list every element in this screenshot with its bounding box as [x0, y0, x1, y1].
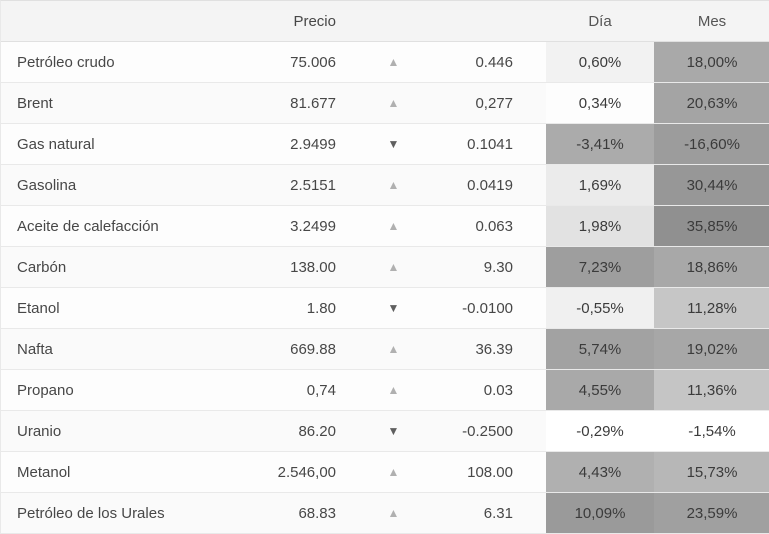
- commodity-name: Brent: [17, 94, 53, 112]
- up-arrow-icon: ▲: [387, 342, 400, 356]
- price-value: 669.88: [290, 340, 336, 358]
- change-value: 0.0419: [467, 176, 513, 194]
- month-change-cell: 11,28%: [654, 288, 769, 328]
- change-value: 0.1041: [467, 135, 513, 153]
- day-change-cell: 4,55%: [546, 370, 654, 410]
- price-value: 0,74: [306, 381, 336, 399]
- day-change-cell: 0,60%: [546, 42, 654, 82]
- header-change-column: [451, 1, 546, 41]
- table-row[interactable]: Brent 81.677 ▲ 0,277 0,34% 20,63%: [1, 83, 769, 124]
- price-value: 2.9499: [290, 135, 336, 153]
- price-value: 138.00: [290, 258, 336, 276]
- price-value: 68.83: [298, 504, 336, 522]
- month-change-cell: 35,85%: [654, 206, 769, 246]
- table-row[interactable]: Petróleo crudo 75.006 ▲ 0.446 0,60% 18,0…: [1, 42, 769, 83]
- change-value: 0.03: [483, 381, 513, 399]
- header-month-column: Mes: [697, 12, 727, 30]
- table-header: Precio Día Mes: [1, 1, 769, 42]
- up-arrow-icon: ▲: [387, 96, 400, 110]
- day-change-cell: 7,23%: [546, 247, 654, 287]
- up-arrow-icon: ▲: [387, 506, 400, 520]
- month-change-cell: -1,54%: [654, 411, 769, 451]
- table-row[interactable]: Propano 0,74 ▲ 0.03 4,55% 11,36%: [1, 370, 769, 411]
- table-row[interactable]: Carbón 138.00 ▲ 9.30 7,23% 18,86%: [1, 247, 769, 288]
- table-row[interactable]: Etanol 1.80 ▼ -0.0100 -0,55% 11,28%: [1, 288, 769, 329]
- price-value: 1.80: [306, 299, 336, 317]
- down-arrow-icon: ▼: [387, 301, 400, 315]
- price-value: 3.2499: [290, 217, 336, 235]
- header-price-column: Precio: [293, 12, 336, 30]
- day-change-cell: 0,34%: [546, 83, 654, 123]
- up-arrow-icon: ▲: [387, 465, 400, 479]
- change-value: 6.31: [483, 504, 513, 522]
- day-change-cell: 10,09%: [546, 493, 654, 533]
- header-day-column: Día: [588, 12, 612, 30]
- commodity-name: Gasolina: [17, 176, 77, 194]
- commodity-name: Etanol: [17, 299, 60, 317]
- change-value: 0.446: [475, 53, 513, 71]
- price-value: 81.677: [290, 94, 336, 112]
- price-value: 75.006: [290, 53, 336, 71]
- month-change-cell: 18,00%: [654, 42, 769, 82]
- commodity-name: Carbón: [17, 258, 67, 276]
- table-row[interactable]: Gasolina 2.5151 ▲ 0.0419 1,69% 30,44%: [1, 165, 769, 206]
- change-value: -0.2500: [462, 422, 513, 440]
- table-row[interactable]: Metanol 2.546,00 ▲ 108.00 4,43% 15,73%: [1, 452, 769, 493]
- up-arrow-icon: ▲: [387, 178, 400, 192]
- table-row[interactable]: Petróleo de los Urales 68.83 ▲ 6.31 10,0…: [1, 493, 769, 534]
- month-change-cell: 20,63%: [654, 83, 769, 123]
- up-arrow-icon: ▲: [387, 260, 400, 274]
- down-arrow-icon: ▼: [387, 137, 400, 151]
- month-change-cell: 23,59%: [654, 493, 769, 533]
- change-value: 9.30: [483, 258, 513, 276]
- price-value: 2.5151: [290, 176, 336, 194]
- commodity-name: Propano: [17, 381, 74, 399]
- change-value: 36.39: [475, 340, 513, 358]
- up-arrow-icon: ▲: [387, 55, 400, 69]
- up-arrow-icon: ▲: [387, 383, 400, 397]
- header-name-column: [1, 1, 256, 41]
- commodity-name: Nafta: [17, 340, 53, 358]
- commodity-name: Aceite de calefacción: [17, 217, 159, 235]
- table-row[interactable]: Aceite de calefacción 3.2499 ▲ 0.063 1,9…: [1, 206, 769, 247]
- change-value: 108.00: [467, 463, 513, 481]
- change-value: 0,277: [475, 94, 513, 112]
- commodity-name: Petróleo de los Urales: [17, 504, 165, 522]
- month-change-cell: 30,44%: [654, 165, 769, 205]
- change-value: -0.0100: [462, 299, 513, 317]
- table-row[interactable]: Uranio 86.20 ▼ -0.2500 -0,29% -1,54%: [1, 411, 769, 452]
- day-change-cell: 1,98%: [546, 206, 654, 246]
- month-change-cell: 18,86%: [654, 247, 769, 287]
- table-body: Petróleo crudo 75.006 ▲ 0.446 0,60% 18,0…: [1, 42, 769, 534]
- commodity-name: Metanol: [17, 463, 71, 481]
- price-value: 86.20: [298, 422, 336, 440]
- commodity-name: Petróleo crudo: [17, 53, 115, 71]
- month-change-cell: -16,60%: [654, 124, 769, 164]
- price-value: 2.546,00: [277, 463, 336, 481]
- commodity-name: Uranio: [17, 422, 62, 440]
- change-value: 0.063: [475, 217, 513, 235]
- commodity-name: Gas natural: [17, 135, 95, 153]
- day-change-cell: 4,43%: [546, 452, 654, 492]
- day-change-cell: 5,74%: [546, 329, 654, 369]
- month-change-cell: 15,73%: [654, 452, 769, 492]
- table-row[interactable]: Nafta 669.88 ▲ 36.39 5,74% 19,02%: [1, 329, 769, 370]
- down-arrow-icon: ▼: [387, 424, 400, 438]
- day-change-cell: -0,29%: [546, 411, 654, 451]
- month-change-cell: 19,02%: [654, 329, 769, 369]
- day-change-cell: 1,69%: [546, 165, 654, 205]
- day-change-cell: -0,55%: [546, 288, 654, 328]
- table-row[interactable]: Gas natural 2.9499 ▼ 0.1041 -3,41% -16,6…: [1, 124, 769, 165]
- day-change-cell: -3,41%: [546, 124, 654, 164]
- month-change-cell: 11,36%: [654, 370, 769, 410]
- header-trend-column: [336, 1, 451, 41]
- up-arrow-icon: ▲: [387, 219, 400, 233]
